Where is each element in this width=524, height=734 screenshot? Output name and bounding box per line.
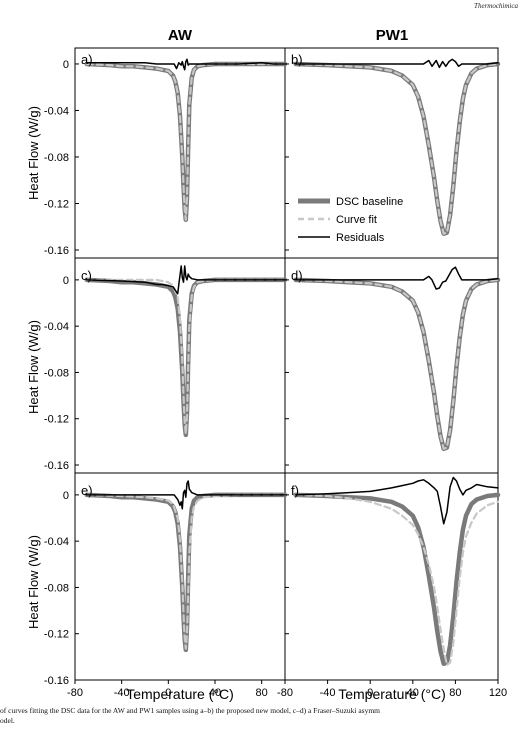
panel-label: b) (291, 52, 303, 67)
y-tick-label: -0.12 (44, 198, 69, 210)
series-dsc-baseline-line (293, 61, 501, 236)
y-axis-label-top: Heat Flow (W/g) (26, 106, 41, 200)
y-tick-label: -0.16 (44, 675, 69, 687)
y-tick-label: -0.12 (44, 629, 69, 641)
series-curve-fit-line (85, 493, 287, 650)
caption-line-2: odel. (0, 716, 15, 725)
caption-line-1: of curves fitting the DSC data for the A… (0, 706, 381, 715)
figure-caption: of curves fitting the DSC data for the A… (0, 706, 524, 734)
x-tick-label: 120 (489, 687, 507, 699)
panel-label: d) (291, 268, 303, 283)
series-curve-fit-line (294, 278, 500, 450)
panel-a: a) 0 -0.04 -0.08 -0.12 -0.16 (44, 52, 288, 257)
series-dsc-baseline-line (84, 277, 288, 438)
x-tick-label: -80 (277, 687, 293, 699)
series-curve-fit-line (85, 62, 287, 221)
y-tick-label: -0.08 (44, 367, 69, 379)
x-tick-label: 40 (209, 687, 221, 699)
panel-label: a) (81, 52, 93, 67)
x-tick-label: -80 (67, 687, 83, 699)
x-tick-label: 40 (407, 687, 419, 699)
panel-label: c) (81, 268, 92, 283)
y-tick-label: -0.08 (44, 582, 69, 594)
series-residuals-line (85, 480, 286, 510)
figure-canvas: AW PW1 Heat Flow (W/g) Heat Flow (W/g) H… (26, 27, 507, 702)
series-residuals-line (85, 58, 286, 71)
x-tick-label: -40 (114, 687, 130, 699)
panel-c: c) 0 -0.04 -0.08 -0.12 -0.16 (44, 265, 288, 472)
x-tick-label: 80 (449, 687, 461, 699)
x-tick-label: -40 (320, 687, 336, 699)
series-residuals-line (85, 265, 286, 295)
y-tick-label: -0.04 (44, 105, 69, 117)
x-axis-label-aw: Temperature (°C) (126, 686, 234, 702)
series-dsc-baseline-line (293, 492, 501, 667)
y-axis-label-middle: Heat Flow (W/g) (26, 320, 41, 414)
y-tick-label: -0.16 (44, 460, 69, 472)
panel-label: f) (291, 483, 299, 498)
series-residuals-line (294, 58, 499, 69)
y-tick-label: 0 (63, 59, 69, 71)
journal-header: Thermochimica (474, 2, 518, 10)
series-residuals-line (294, 476, 499, 525)
legend-label-curve-fit: Curve fit (336, 214, 377, 226)
y-tick-label: -0.08 (44, 152, 69, 164)
y-tick-label: -0.16 (44, 245, 69, 257)
panel-grid: a) 0 -0.04 -0.08 -0.12 -0.16 b) c) 0 -0.04 -0.08 -0… (44, 47, 507, 699)
x-tick-label: 0 (367, 687, 373, 699)
y-tick-label: -0.04 (44, 321, 69, 333)
legend-label-residuals: Residuals (336, 232, 385, 244)
y-tick-label: -0.04 (44, 536, 69, 548)
series-dsc-baseline-line (293, 277, 501, 452)
legend-label-dsc-baseline: DSC baseline (336, 196, 403, 208)
y-tick-label: -0.12 (44, 414, 69, 426)
series-dsc-baseline-line (84, 492, 288, 653)
figure-frame (74, 47, 499, 681)
panel-e: e) 0 -0.04 -0.08 -0.12 -0.16-80 -40 0 40 80 (44, 480, 288, 699)
series-dsc-baseline-line (84, 61, 288, 223)
x-axis-label-pw1: Temperature (°C) (338, 686, 446, 702)
series-curve-fit-line (294, 493, 500, 667)
column-title-pw1: PW1 (376, 27, 409, 44)
series-residuals-line (294, 266, 499, 290)
x-tick-label: 0 (165, 687, 171, 699)
panel-label: e) (81, 483, 93, 498)
y-axis-label-bottom: Heat Flow (W/g) (26, 535, 41, 629)
y-tick-label: 0 (63, 275, 69, 287)
series-curve-fit-line (294, 62, 500, 235)
panel-d: d) (285, 266, 501, 466)
panel-f: f) -80 -40 0 40 80 120 (277, 476, 507, 699)
legend: DSC baseline Curve fit Residuals (298, 196, 403, 244)
column-title-aw: AW (168, 27, 193, 44)
x-tick-label: 80 (256, 687, 268, 699)
panel-b: b) (285, 52, 501, 251)
y-tick-label: 0 (63, 490, 69, 502)
